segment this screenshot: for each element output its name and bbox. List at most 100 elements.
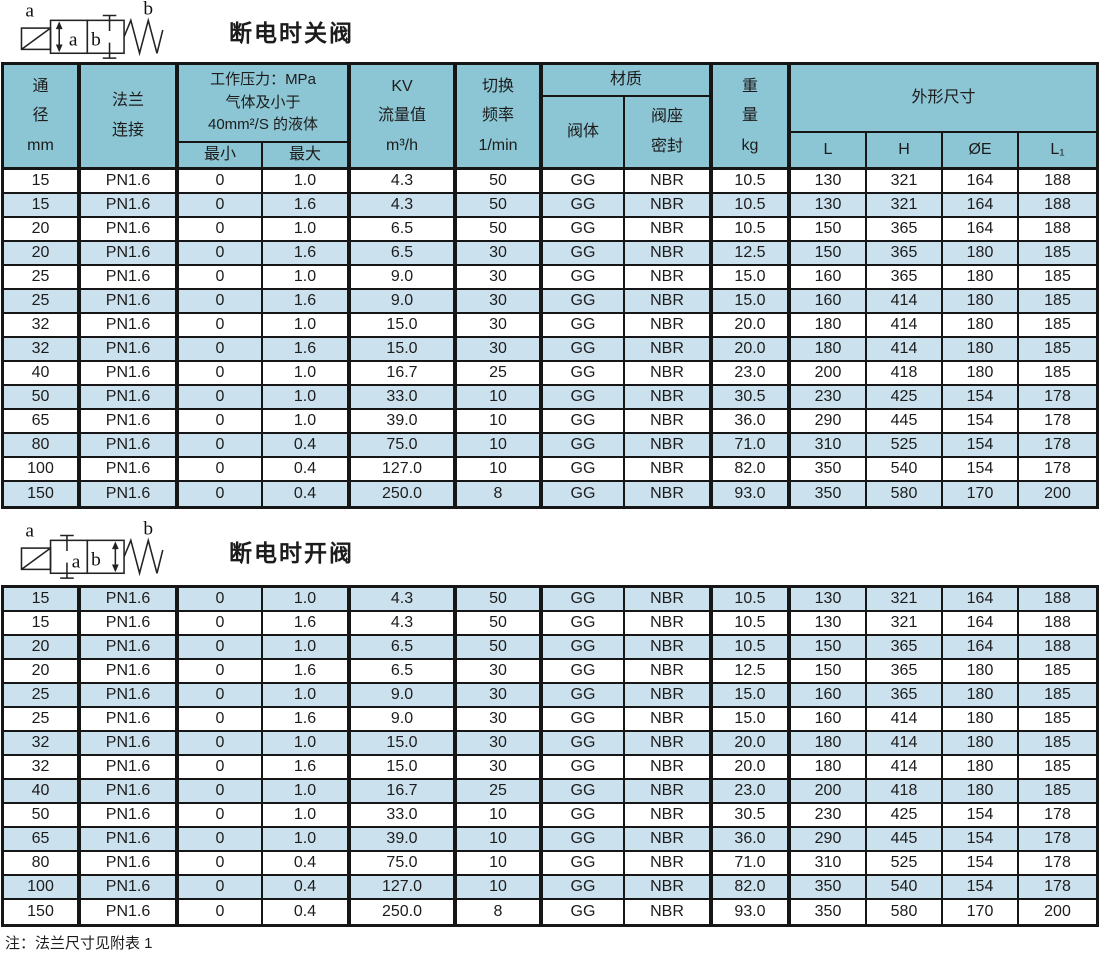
table-cell: 130 [791, 170, 867, 192]
table-cell: 12.5 [713, 242, 791, 264]
table-cell: 75.0 [351, 434, 457, 456]
table-cell: GG [543, 780, 625, 802]
table-cell: 10 [457, 458, 543, 480]
table-cell: 4.3 [351, 588, 457, 610]
table-row: 32 PN1.6 0 1.6 15.0 30 GG NBR 20.0 180 414 180 185 [4, 338, 1096, 362]
col-header-material: 材质 [543, 65, 713, 97]
table-row: 100 PN1.6 0 0.4 127.0 10 GG NBR 82.0 350 540 154 178 [4, 876, 1096, 900]
table-cell: 350 [791, 458, 867, 480]
table-cell: 1.0 [263, 386, 351, 408]
col-header-outline-dimensions: 外形尺寸 [791, 65, 1096, 133]
table-cell: 0.4 [263, 876, 351, 898]
table-cell: 25 [4, 684, 81, 706]
table-cell: 365 [867, 636, 943, 658]
table-cell: 425 [867, 386, 943, 408]
table-row: 100 PN1.6 0 0.4 127.0 10 GG NBR 82.0 350 540 154 178 [4, 458, 1096, 482]
table-cell: 188 [1044, 614, 1071, 631]
col-header-switch-frequency: 切换 频率 1/min [457, 65, 543, 167]
table-cell: 4.3 [351, 194, 457, 216]
table-cell: 4.3 [351, 170, 457, 192]
table-cell: GG [543, 218, 625, 240]
table-cell: PN1.6 [81, 266, 179, 288]
table-cell: 1.6 [263, 756, 351, 778]
table-cell: 10.5 [713, 588, 791, 610]
table-cell: 39.0 [351, 410, 457, 432]
table-cell: 414 [867, 290, 943, 312]
table-cell: 1.0 [263, 170, 351, 192]
table-cell: 10 [457, 852, 543, 874]
table-cell: 30 [457, 708, 543, 730]
table-row: 80 PN1.6 0 0.4 75.0 10 GG NBR 71.0 310 525 154 178 [4, 434, 1096, 458]
table-cell: PN1.6 [81, 218, 179, 240]
col-header-valve-body: 阀体 [543, 97, 625, 167]
table-cell: 50 [4, 804, 81, 826]
table-cell: 50 [457, 170, 543, 192]
table-row: 20 PN1.6 0 1.0 6.5 50 GG NBR 10.5 150 365 164 188 [4, 636, 1096, 660]
table-cell: 1.0 [263, 732, 351, 754]
table-cell: 310 [791, 852, 867, 874]
table-cell: NBR [625, 410, 713, 432]
table-cell: 154 [943, 852, 1019, 874]
table-cell: 0 [179, 756, 263, 778]
table-cell: 0.4 [263, 434, 351, 456]
table-cell: 1.0 [263, 362, 351, 384]
table-cell: 418 [867, 362, 943, 384]
table-cell: PN1.6 [81, 170, 179, 192]
table-cell: 180 [791, 338, 867, 360]
table-cell: 170 [943, 900, 1019, 924]
table-cell: 0 [179, 482, 263, 506]
table-cell: PN1.6 [81, 588, 179, 610]
table-cell: 25 [457, 780, 543, 802]
table-cell: GG [543, 636, 625, 658]
table-cell: 1.6 [263, 660, 351, 682]
table-cell: 185 [1044, 662, 1071, 679]
table-cell: 40 [4, 362, 81, 384]
table-cell: 188 [1044, 638, 1071, 655]
table-row: 50 PN1.6 0 1.0 33.0 10 GG NBR 30.5 230 425 154 178 [4, 386, 1096, 410]
table-cell: 15 [4, 170, 81, 192]
table-cell: 0.4 [263, 482, 351, 506]
table-cell: 154 [943, 458, 1019, 480]
table-cell: GG [543, 314, 625, 336]
table-cell: 9.0 [351, 684, 457, 706]
table-cell: 250.0 [351, 482, 457, 506]
table-row: 150 PN1.6 0 0.4 250.0 8 GG NBR 93.0 350 580 170 200 [4, 482, 1096, 506]
table-cell: NBR [625, 290, 713, 312]
table-cell: 0 [179, 266, 263, 288]
table-cell: 25 [4, 290, 81, 312]
table-cell: 25 [457, 362, 543, 384]
table-cell: 30 [457, 314, 543, 336]
table-cell: 6.5 [351, 242, 457, 264]
table-cell: 33.0 [351, 386, 457, 408]
table-cell: 188 [1044, 590, 1071, 607]
table-cell: 0 [179, 386, 263, 408]
table-cell: 0 [179, 876, 263, 898]
table-cell: 0 [179, 290, 263, 312]
table-cell: 365 [867, 242, 943, 264]
table-cell: 0 [179, 900, 263, 924]
col-header-diameter: 通 径 mm [4, 65, 81, 167]
table-cell: 185 [1044, 782, 1071, 799]
table-cell: 180 [943, 732, 1019, 754]
table-cell: 10 [457, 876, 543, 898]
section-header-close-valve: a b a b 断电时关阀 [1, 0, 1099, 62]
table-cell: 20.0 [713, 314, 791, 336]
table-cell: 15 [4, 588, 81, 610]
table-cell: 178 [1044, 878, 1071, 895]
table-cell: 180 [943, 266, 1019, 288]
table-cell: 200 [791, 362, 867, 384]
table-cell: 0 [179, 852, 263, 874]
table-cell: 15.0 [351, 314, 457, 336]
table-cell: 188 [1044, 172, 1071, 189]
table-cell: 425 [867, 804, 943, 826]
table-cell: 127.0 [351, 876, 457, 898]
table-cell: 414 [867, 732, 943, 754]
table-cell: 321 [867, 612, 943, 634]
table-cell: 1.0 [263, 314, 351, 336]
table-cell: 1.0 [263, 804, 351, 826]
table-cell: PN1.6 [81, 756, 179, 778]
table-cell: GG [543, 732, 625, 754]
table-cell: 365 [867, 218, 943, 240]
table-cell: 180 [943, 756, 1019, 778]
table-row: 40 PN1.6 0 1.0 16.7 25 GG NBR 23.0 200 418 180 185 [4, 362, 1096, 386]
